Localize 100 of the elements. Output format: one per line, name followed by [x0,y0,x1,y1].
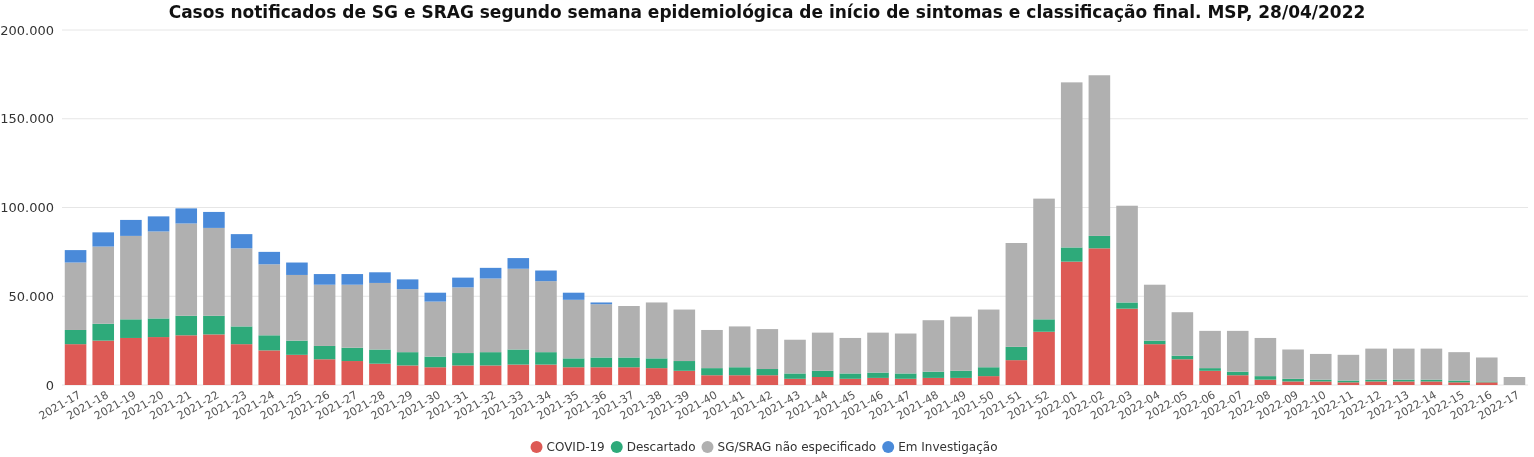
bar [230,326,253,345]
bar [701,329,723,369]
bar [1337,354,1360,381]
bar [1226,375,1249,385]
bar [507,349,530,365]
bar [756,329,779,370]
bar [784,339,806,374]
bar [562,358,585,368]
bar [313,284,336,346]
bar [535,281,557,353]
y-tick-label: 100.000 [0,200,54,216]
bar [424,356,447,368]
bar [1033,331,1055,385]
bar [286,354,308,385]
bar [479,365,502,385]
bar [894,373,917,379]
bar [92,232,115,247]
bar [452,277,474,288]
bar [867,377,889,385]
bar [341,274,364,285]
bar [369,363,391,385]
bar [369,272,391,283]
bar [1226,330,1249,372]
bar [1033,198,1055,320]
bar [922,371,945,378]
bar [922,320,945,372]
bar [590,357,613,368]
bar [175,335,198,385]
bar [922,377,945,385]
bar [258,350,281,385]
bar [562,367,585,385]
bar [203,334,225,385]
bar [673,309,696,362]
bar [1420,348,1443,380]
bar [645,302,668,359]
bar [1199,370,1221,385]
bar [590,304,613,358]
bar [203,211,225,228]
y-tick-label: 200.000 [0,22,54,38]
bar [120,319,142,338]
bar [618,357,640,368]
bar [1116,308,1138,385]
bar [784,373,806,379]
bar [341,347,364,362]
bar [811,370,834,378]
bar [1116,205,1138,303]
bar [258,335,281,351]
bar [175,315,198,336]
bar [230,344,253,385]
bar [452,353,474,366]
bar [701,368,723,376]
bar [673,370,696,385]
bar [286,274,308,341]
bar [369,282,391,350]
bar [784,378,806,385]
bar [701,375,723,385]
bar [286,262,308,275]
bar [120,235,142,320]
bar [1033,319,1055,332]
bar [756,375,779,385]
bar [1143,344,1166,385]
bar [507,268,530,350]
bar [313,345,336,360]
bar [811,377,834,385]
bar [203,227,225,316]
bar [811,332,834,371]
bar [369,349,391,364]
bar [839,373,862,379]
bar [64,262,87,330]
bar [479,267,502,279]
bar [1088,75,1111,236]
bar [645,358,668,369]
bar [1503,377,1526,385]
bar [313,359,336,385]
bar [728,367,751,376]
bar [147,318,170,338]
bar [1475,357,1498,382]
bar [977,367,1000,377]
bar [120,337,142,385]
bar [1171,312,1194,356]
bar [147,231,170,319]
bar [424,367,447,385]
bar [452,287,474,354]
bar [1005,243,1028,347]
bar [645,368,668,385]
bar [562,292,585,300]
bar [1282,349,1304,379]
bar [1143,284,1166,341]
bar [507,364,530,385]
bar [64,344,87,385]
bar [535,352,557,365]
bar [1060,82,1083,248]
bar [977,309,1000,368]
bar [1199,330,1221,369]
bar [147,216,170,232]
bar [1392,348,1415,380]
bar [839,337,862,374]
bar [64,250,87,263]
bar [950,370,972,378]
bar [977,376,1000,385]
